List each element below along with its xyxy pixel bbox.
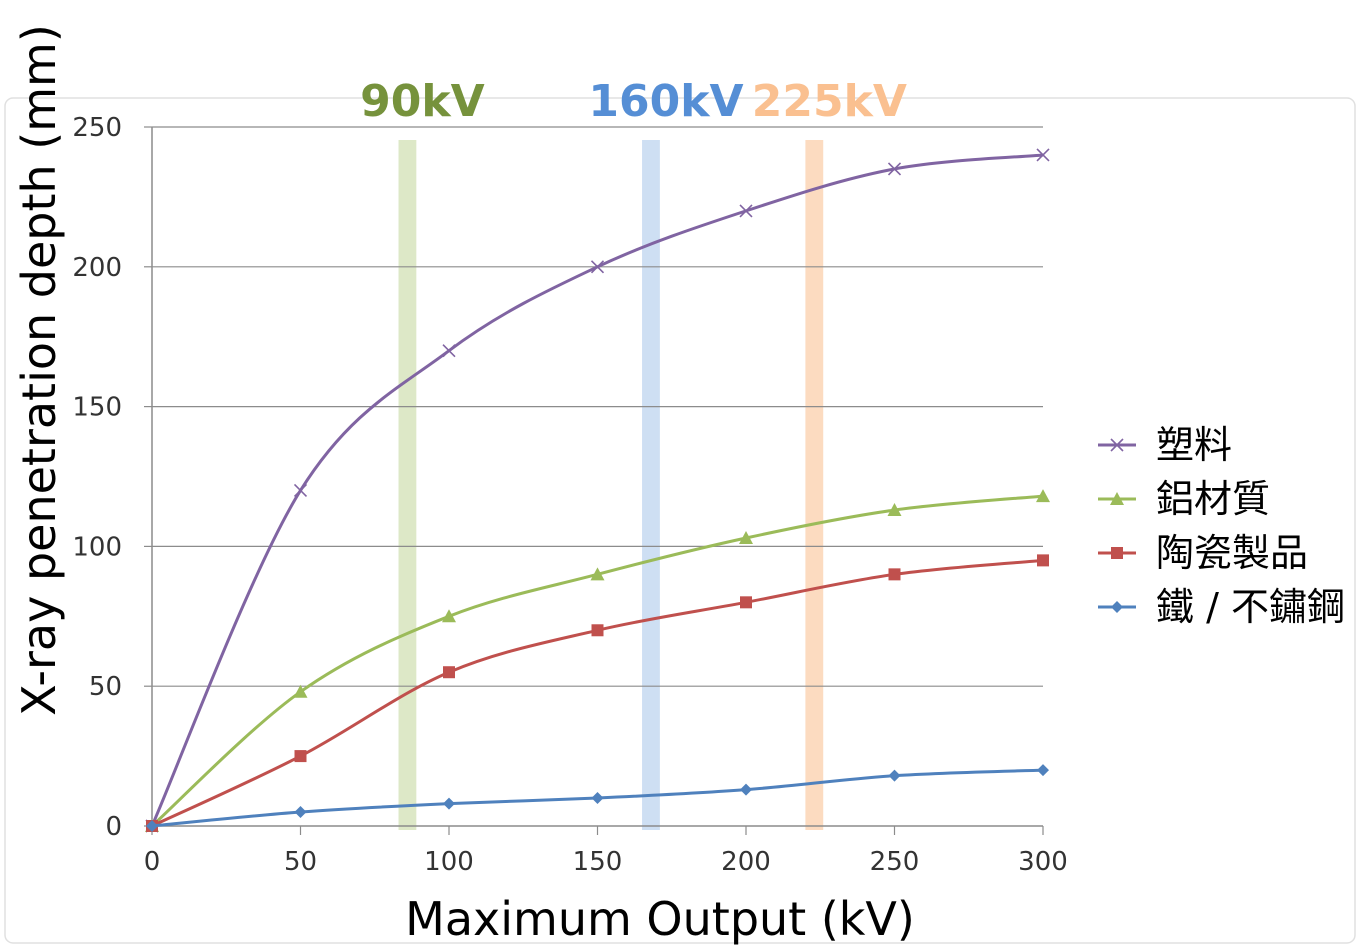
band-0 xyxy=(398,140,417,830)
legend-label-1: 鋁材質 xyxy=(1156,477,1270,521)
data-point-0-1 xyxy=(293,483,308,498)
y-tick-label-5: 250 xyxy=(72,113,122,143)
legend-marker-0 xyxy=(1110,438,1124,452)
data-point-2-2 xyxy=(443,666,455,679)
y-axis-title: X-ray penetration depth (mm) xyxy=(12,24,66,716)
x-tick-label-3: 150 xyxy=(573,847,623,877)
series-lines xyxy=(145,148,1050,833)
data-point-3-5 xyxy=(888,769,901,782)
x-axis-title: Maximum Output (kV) xyxy=(405,892,915,945)
tick-labels: 0 50 100 150 200 250 0 50 100 150 200 250 300 xyxy=(72,113,1067,877)
data-point-1-4 xyxy=(739,531,753,545)
data-point-3-1 xyxy=(294,806,307,819)
data-point-0-4 xyxy=(739,204,753,218)
data-point-1-3 xyxy=(590,567,605,581)
legend-marker-1 xyxy=(1110,492,1124,505)
data-point-1-2 xyxy=(442,609,456,623)
x-tick-label-5: 250 xyxy=(870,847,920,877)
data-point-3-4 xyxy=(740,783,752,796)
x-tick-label-2: 100 xyxy=(424,847,474,877)
data-point-0-3 xyxy=(590,260,605,274)
data-point-2-6 xyxy=(1037,554,1049,567)
axes xyxy=(144,126,1044,835)
series-line-0 xyxy=(150,153,1044,827)
y-tick-label-4: 200 xyxy=(72,253,122,283)
data-point-0-5 xyxy=(887,162,902,176)
data-point-3-3 xyxy=(591,792,604,805)
legend-marker-2 xyxy=(1111,547,1123,559)
voltage-bands: 90kV 160kV 225kV xyxy=(360,76,907,830)
band-label-2: 225kV xyxy=(752,76,907,127)
data-point-1-1 xyxy=(293,684,308,698)
data-point-0-6 xyxy=(1036,148,1050,162)
data-point-3-0 xyxy=(146,820,158,832)
legend-label-0: 塑料 xyxy=(1156,423,1232,467)
data-point-0-2 xyxy=(442,344,456,358)
data-point-2-4 xyxy=(740,596,752,609)
data-point-3-6 xyxy=(1037,764,1049,777)
data-point-3-2 xyxy=(443,797,455,810)
data-point-2-1 xyxy=(294,750,307,763)
data-point-1-6 xyxy=(1036,489,1050,503)
x-tick-label-4: 200 xyxy=(721,847,771,877)
data-point-2-5 xyxy=(888,568,901,581)
band-label-0: 90kV xyxy=(360,76,485,127)
y-tick-label-1: 50 xyxy=(89,672,122,702)
legend-label-3: 鐵 / 不鏽鋼 xyxy=(1156,585,1345,629)
legend-marker-3 xyxy=(1111,601,1123,613)
y-tick-label-2: 100 xyxy=(72,532,122,562)
band-1 xyxy=(642,140,660,830)
y-tick-label-3: 150 xyxy=(72,393,122,423)
data-point-1-5 xyxy=(887,503,902,517)
legend-label-2: 陶瓷製品 xyxy=(1156,531,1308,575)
y-tick-label-0: 0 xyxy=(105,812,122,842)
plot-frame xyxy=(4,97,1356,944)
x-tick-label-0: 0 xyxy=(144,847,161,877)
x-tick-label-1: 50 xyxy=(284,847,317,877)
band-label-1: 160kV xyxy=(588,76,743,127)
x-tick-label-6: 300 xyxy=(1018,847,1068,877)
data-point-2-3 xyxy=(591,624,604,637)
band-2 xyxy=(805,140,824,830)
